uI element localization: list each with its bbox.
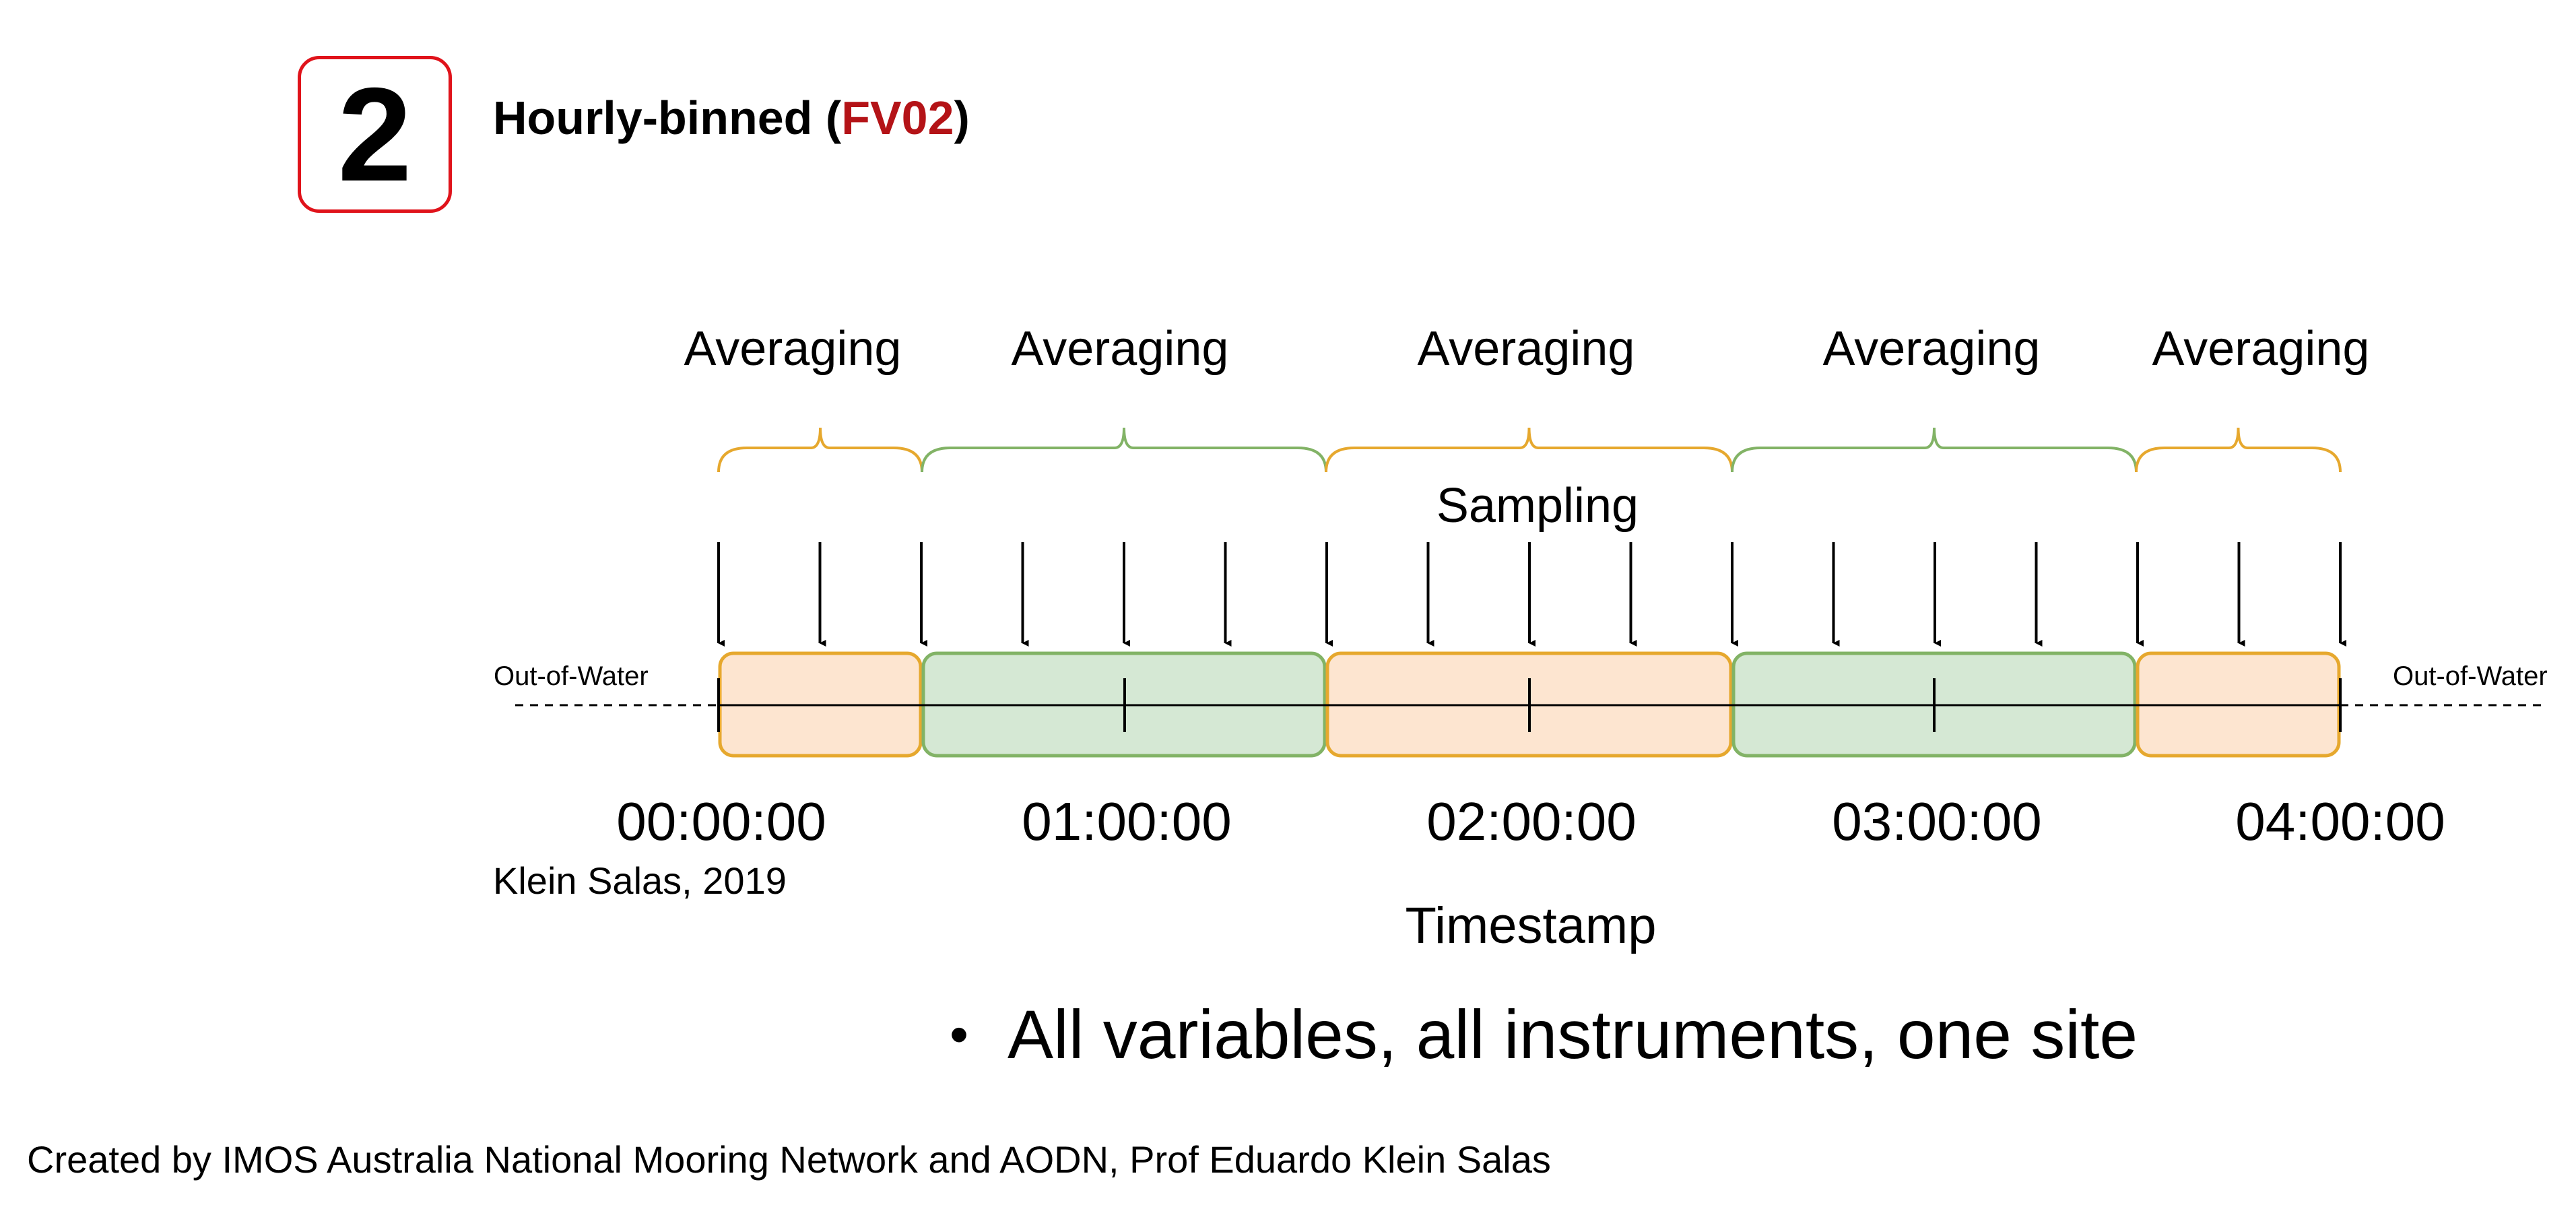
- title-accent: FV02: [841, 92, 954, 144]
- timestamp-label-4: 03:00:00: [1832, 791, 2041, 851]
- bullet-point: • All variables, all instruments, one si…: [950, 997, 2138, 1072]
- sampling-label: Sampling: [1436, 479, 1639, 533]
- averaging-label-3: Averaging: [1418, 322, 1635, 376]
- averaging-label-2: Averaging: [1012, 322, 1229, 376]
- slide-title: Hourly-binned (FV02): [493, 94, 970, 141]
- timestamp-label-5: 04:00:00: [2235, 791, 2445, 851]
- averaging-label-4: Averaging: [1823, 322, 2041, 376]
- title-suffix: ): [954, 92, 970, 144]
- bullet-text: All variables, all instruments, one site: [1008, 996, 2138, 1073]
- footer-credit: Created by IMOS Australia National Moori…: [27, 1138, 1551, 1181]
- title-prefix: Hourly-binned (: [493, 92, 842, 144]
- step-number-badge: 2: [298, 56, 452, 213]
- timestamp-label-1: 00:00:00: [616, 791, 826, 851]
- step-number: 2: [337, 59, 412, 209]
- averaging-brace-3: [1325, 427, 1733, 473]
- timestamp-label-3: 02:00:00: [1426, 791, 1636, 851]
- averaging-brace-1: [717, 427, 923, 473]
- out-of-water-right-label: Out-of-Water: [2393, 661, 2548, 691]
- timestamp-axis-label: Timestamp: [1405, 897, 1656, 954]
- citation: Klein Salas, 2019: [493, 859, 787, 902]
- averaging-brace-4: [1731, 427, 2138, 473]
- averaging-label-1: Averaging: [684, 322, 902, 376]
- averaging-brace-5: [2135, 427, 2342, 473]
- bullet-dot: •: [950, 1004, 969, 1065]
- out-of-water-left-label: Out-of-Water: [494, 661, 649, 691]
- averaging-label-5: Averaging: [2152, 322, 2370, 376]
- averaging-brace-2: [921, 427, 1327, 473]
- timestamp-label-2: 01:00:00: [1022, 791, 1231, 851]
